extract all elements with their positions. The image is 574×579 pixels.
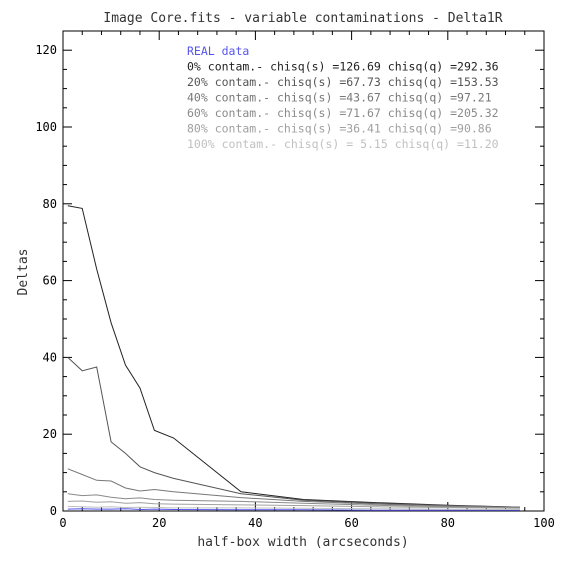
x-axis-label: half-box width (arcseconds) (197, 535, 408, 550)
y-tick-label: 120 (35, 43, 57, 57)
x-tick-label: 0 (59, 516, 66, 530)
x-tick-label: 40 (248, 516, 262, 530)
y-tick-label: 100 (35, 120, 57, 134)
x-tick-label: 60 (344, 516, 358, 530)
legend-entry: 0% contam.- chisq(s) =126.69 chisq(q) =2… (187, 60, 499, 74)
legend-entry: REAL data (187, 44, 249, 58)
series-line-0 (67, 508, 520, 511)
series-line-6 (67, 505, 521, 510)
series-line-5 (67, 500, 521, 509)
axis-ticks: 0 20 40 60 80 100 0 20 40 60 80 100 120 (35, 31, 555, 530)
legend-entry: 80% contam.- chisq(s) =36.41 chisq(q) =9… (187, 122, 492, 136)
series-line-3 (67, 468, 521, 508)
y-tick-label: 60 (43, 274, 57, 288)
series-lines (67, 205, 521, 511)
series-line-2 (67, 357, 521, 508)
series-line-4 (67, 493, 521, 509)
x-tick-label: 20 (152, 516, 166, 530)
x-tick-label: 100 (533, 516, 555, 530)
y-tick-label: 20 (43, 427, 57, 441)
y-axis-label: Deltas (16, 249, 31, 296)
y-tick-label: 40 (43, 350, 57, 364)
y-tick-label: 80 (43, 197, 57, 211)
x-tick-label: 80 (441, 516, 455, 530)
legend-entry: 100% contam.- chisq(s) = 5.15 chisq(q) =… (187, 137, 499, 151)
legend-entry: 20% contam.- chisq(s) =67.73 chisq(q) =1… (187, 75, 499, 89)
plot-frame (62, 30, 545, 512)
legend: REAL data 0% contam.- chisq(s) =126.69 ch… (187, 44, 499, 151)
legend-entry: 40% contam.- chisq(s) =43.67 chisq(q) =9… (187, 91, 492, 105)
series-line-1 (67, 205, 521, 508)
chart-title: Image Core.fits - variable contamination… (103, 11, 502, 26)
y-tick-label: 0 (50, 504, 57, 518)
legend-entry: 60% contam.- chisq(s) =71.67 chisq(q) =2… (187, 106, 499, 120)
